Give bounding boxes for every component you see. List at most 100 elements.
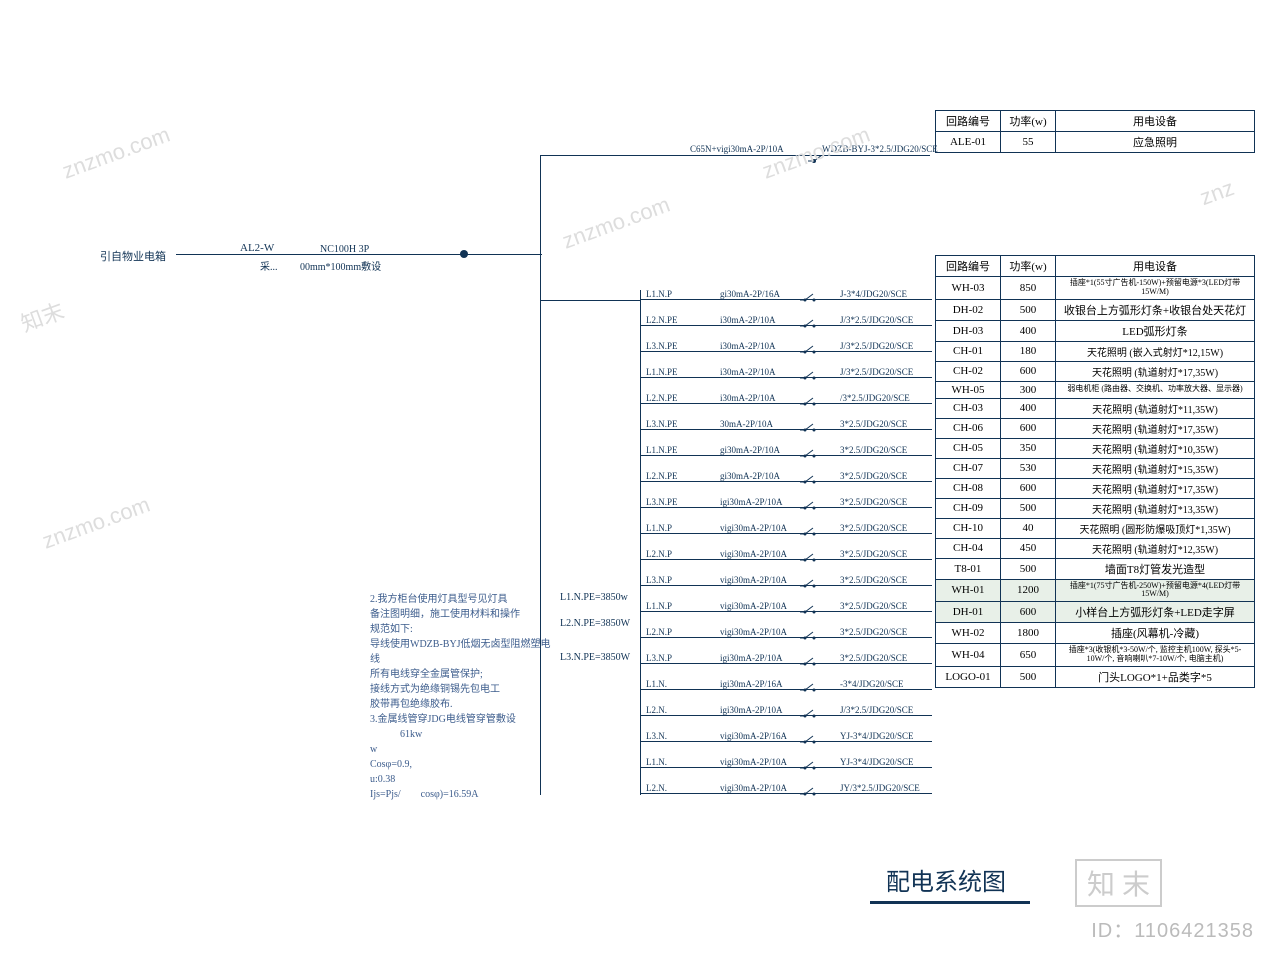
circuit-power: 300 (1001, 381, 1056, 398)
breaker-label: 30mA-2P/10A (720, 419, 773, 429)
ale-line (540, 155, 930, 156)
breaker-label: vigi30mA-2P/10A (720, 523, 787, 533)
table-row: CH-01180天花照明 (嵌入式射灯*12,15W) (936, 341, 1255, 361)
calc-5b: cosφ)=16.59A (421, 789, 479, 800)
cable-label: 3*2.5/JDG20/SCE (840, 549, 907, 559)
cable-label: 3*2.5/JDG20/SCE (840, 445, 907, 455)
cable-label: J/3*2.5/JDG20/SCE (840, 315, 913, 325)
breaker-label: gi30mA-2P/10A (720, 471, 780, 481)
circuit-id: CH-08 (936, 478, 1001, 498)
watermark: 知末 (16, 293, 68, 338)
circuit-id: WH-02 (936, 623, 1001, 644)
circuit-equipment: 天花照明 (轨道射灯*11,35W) (1056, 398, 1255, 418)
circuit-power: 350 (1001, 438, 1056, 458)
phase-l3: L3.N.PE=3850W (560, 652, 630, 663)
circuit-power: 600 (1001, 418, 1056, 438)
circuit-power: 500 (1001, 666, 1056, 687)
cable-label: JY/3*2.5/JDG20/SCE (840, 783, 920, 793)
table-row: CH-03400天花照明 (轨道射灯*11,35W) (936, 398, 1255, 418)
table-row: CH-02600天花照明 (轨道射灯*17,35W) (936, 361, 1255, 381)
table-circuits-wrap: 回路编号 功率(w) 用电设备 WH-03850插座*1(55寸广告机-150W… (935, 255, 1255, 688)
table-row: ALE-01 55 应急照明 (936, 132, 1255, 153)
breaker-icon (800, 371, 818, 388)
breaker-icon (800, 735, 818, 752)
breaker-label: i30mA-2P/10A (720, 393, 776, 403)
circuit-equipment: 插座*3(收银机*3-50W/个, 监控主机100W, 探头*5-10W/个, … (1056, 644, 1255, 667)
breaker-label: vigi30mA-2P/16A (720, 731, 787, 741)
phase-label: L1.N.P (646, 523, 672, 533)
circuit-id: DH-03 (936, 320, 1001, 341)
calc-1: 61kw (400, 727, 560, 742)
watermark: znzmo.com (559, 192, 674, 255)
circuit-equipment: 天花照明 (轨道射灯*15,35W) (1056, 458, 1255, 478)
cable-label: 3*2.5/JDG20/SCE (840, 419, 907, 429)
circuit-id: WH-04 (936, 644, 1001, 667)
circuit-id: CH-02 (936, 361, 1001, 381)
phase-label: L2.N.P (646, 549, 672, 559)
circuit-equipment: 小样台上方弧形灯条+LED走字屏 (1056, 602, 1255, 623)
title-block: 配电系统图 (870, 858, 1030, 904)
cable-label: YJ-3*4/JDG20/SCE (840, 757, 914, 767)
cable-label: YJ-3*4/JDG20/SCE (840, 731, 914, 741)
calc-3: Cosφ=0.9, (370, 757, 560, 772)
breaker-icon (800, 527, 818, 544)
breaker-icon (800, 475, 818, 492)
table-row: DH-02500收银台上方弧形灯条+收银台处天花灯 (936, 299, 1255, 320)
phase-l2: L2.N.PE=3850W (560, 618, 630, 629)
drawing-title: 配电系统图 (870, 858, 1030, 903)
circuit-power: 650 (1001, 644, 1056, 667)
note-2c: 导线使用WDZB-BYJ低烟无卤型阻燃塑电线 (370, 637, 560, 667)
circuit-equipment: 收银台上方弧形灯条+收银台处天花灯 (1056, 299, 1255, 320)
breaker-icon (800, 605, 818, 622)
cable-label: J/3*2.5/JDG20/SCE (840, 341, 913, 351)
t1-r0-pw: 55 (1001, 132, 1056, 153)
watermark: znzmo.com (39, 492, 154, 555)
circuit-equipment: 天花照明 (嵌入式射灯*12,15W) (1056, 341, 1255, 361)
box-code: AL2-W (240, 242, 274, 254)
circuit-power: 180 (1001, 341, 1056, 361)
breaker-icon (800, 423, 818, 440)
table-row: DH-01600小样台上方弧形灯条+LED走字屏 (936, 602, 1255, 623)
source-label: 引自物业电箱 (100, 248, 166, 264)
cable-label: 3*2.5/JDG20/SCE (840, 601, 907, 611)
cable-label: 3*2.5/JDG20/SCE (840, 653, 907, 663)
ale-cable: WDZB-BYJ-3*2.5/JDG20/SCE (822, 144, 938, 154)
cable-label: 3*2.5/JDG20/SCE (840, 523, 907, 533)
notes-block: 2.我方柜台使用灯具型号见灯具 备注图明细，施工使用材料和操作 规范如下: 导线… (370, 592, 560, 802)
breaker-icon (800, 631, 818, 648)
circuit-power: 600 (1001, 361, 1056, 381)
t1-r0-id: ALE-01 (936, 132, 1001, 153)
breaker-label: vigi30mA-2P/10A (720, 757, 787, 767)
note-2f: 胶带再包绝缘胶布. (370, 697, 560, 712)
circuit-power: 40 (1001, 518, 1056, 538)
breaker-label: i30mA-2P/10A (720, 315, 776, 325)
feed-line (176, 254, 236, 255)
circuit-power: 400 (1001, 398, 1056, 418)
circuit-id: WH-05 (936, 381, 1001, 398)
table-circuits: 回路编号 功率(w) 用电设备 WH-03850插座*1(55寸广告机-150W… (935, 255, 1255, 688)
circuit-id: CH-06 (936, 418, 1001, 438)
breaker-label: i30mA-2P/10A (720, 367, 776, 377)
t1-h2: 功率(w) (1001, 111, 1056, 132)
breaker-icon (800, 683, 818, 700)
table-row: WH-05300弱电机柜 (路由器、交换机、功率放大器、显示器) (936, 381, 1255, 398)
breaker-icon (800, 501, 818, 518)
table-row: WH-03850插座*1(55寸广告机-150W)+预留电源*3(LED灯带15… (936, 277, 1255, 300)
cable-label: 3*2.5/JDG20/SCE (840, 471, 907, 481)
calc-5: Ijs=Pjs/ (370, 789, 401, 800)
phase-label: L2.N.P (646, 627, 672, 637)
circuit-id: LOGO-01 (936, 666, 1001, 687)
phase-label: L3.N.PE (646, 341, 678, 351)
calc-2: w (370, 744, 377, 755)
circuit-equipment: 天花照明 (圆形防爆吸顶灯*1,35W) (1056, 518, 1255, 538)
cable-label: J/3*2.5/JDG20/SCE (840, 705, 913, 715)
table-row: T8-01500墙面T8灯管发光造型 (936, 558, 1255, 579)
table-row: CH-07530天花照明 (轨道射灯*15,35W) (936, 458, 1255, 478)
table-row: WH-021800插座(风幕机-冷藏) (936, 623, 1255, 644)
circuit-power: 1800 (1001, 623, 1056, 644)
circuit-equipment: 天花照明 (轨道射灯*10,35W) (1056, 438, 1255, 458)
breaker-icon (800, 345, 818, 362)
breaker-label: vigi30mA-2P/10A (720, 601, 787, 611)
circuit-id: T8-01 (936, 558, 1001, 579)
table-row: CH-08600天花照明 (轨道射灯*17,35W) (936, 478, 1255, 498)
